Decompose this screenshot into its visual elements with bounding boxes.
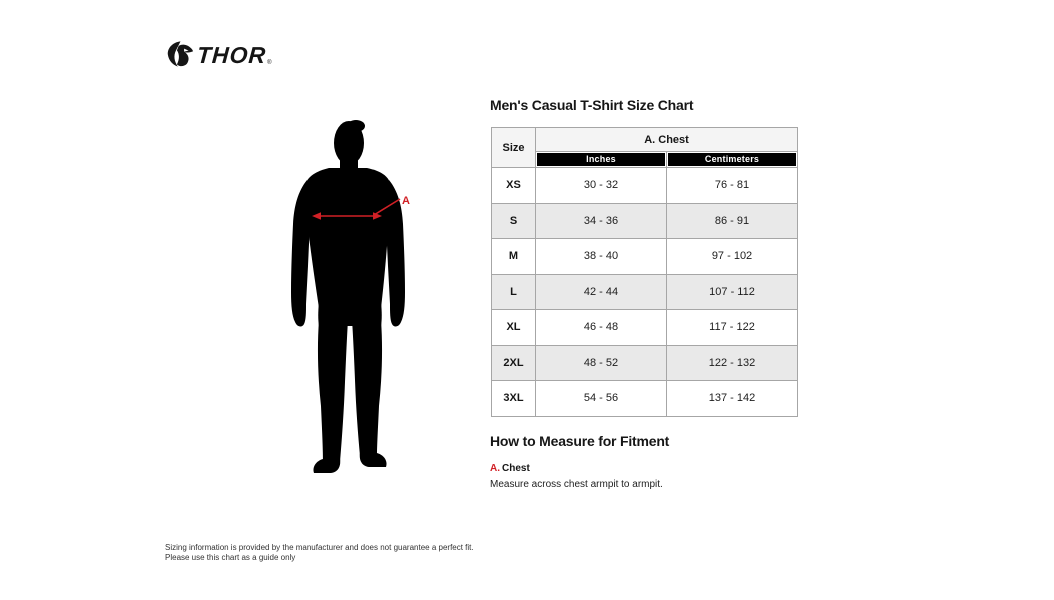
how-to-measure-section: How to Measure for Fitment A. Chest Measu… — [490, 433, 810, 490]
column-header-chest: A. Chest — [535, 127, 798, 152]
thor-goat-icon — [167, 41, 194, 67]
measure-item-description: Measure across chest armpit to armpit. — [490, 479, 663, 490]
centimeters-value: 117 - 122 — [666, 309, 798, 346]
column-header-size: Size — [491, 127, 536, 168]
silhouette-left-leg — [317, 320, 348, 462]
registered-trademark-mark: ® — [267, 60, 272, 66]
table-row: 2XL 48 - 52 122 - 132 — [491, 344, 798, 381]
centimeters-value: 86 - 91 — [666, 202, 798, 239]
column-header-centimeters: Centimeters — [666, 151, 798, 168]
inches-value: 42 - 44 — [535, 273, 667, 310]
inches-value: 46 - 48 — [535, 309, 667, 346]
size-label: 3XL — [491, 380, 536, 417]
size-label: L — [491, 273, 536, 310]
centimeters-value: 107 - 112 — [666, 273, 798, 310]
body-silhouette: A — [291, 120, 410, 473]
table-row: XL 46 - 48 117 - 122 — [491, 309, 798, 346]
disclaimer: Sizing information is provided by the ma… — [165, 543, 474, 563]
brand-logo: THOR ® — [167, 41, 272, 68]
centimeters-value: 122 - 132 — [666, 344, 798, 381]
inches-value: 30 - 32 — [535, 167, 667, 204]
measure-item-key: A. — [490, 463, 500, 474]
silhouette-right-arm — [384, 180, 405, 327]
disclaimer-line-2: Please use this chart as a guide only — [165, 553, 296, 562]
inches-value: 34 - 36 — [535, 202, 667, 239]
silhouette-right-leg — [352, 320, 383, 456]
table-row: S 34 - 36 86 - 91 — [491, 202, 798, 239]
size-chart-title: Men's Casual T-Shirt Size Chart — [490, 97, 694, 113]
silhouette-head — [334, 121, 364, 165]
centimeters-value: 137 - 142 — [666, 380, 798, 417]
chest-measurement-annotation — [312, 198, 401, 220]
measurement-label-a: A — [402, 195, 410, 207]
size-label: XL — [491, 309, 536, 346]
measure-item-chest: A. Chest Measure across chest armpit to a… — [490, 458, 810, 490]
table-row: XS 30 - 32 76 - 81 — [491, 167, 798, 204]
size-label: XS — [491, 167, 536, 204]
inches-value: 38 - 40 — [535, 238, 667, 275]
inches-value: 54 - 56 — [535, 380, 667, 417]
brand-logo-text: THOR — [196, 42, 268, 68]
table-row: L 42 - 44 107 - 112 — [491, 273, 798, 310]
size-chart-table: Size A. Chest Inches Centimeters XS 30 -… — [491, 127, 798, 417]
silhouette-torso — [305, 168, 391, 308]
disclaimer-line-1: Sizing information is provided by the ma… — [165, 543, 474, 552]
table-row: M 38 - 40 97 - 102 — [491, 238, 798, 275]
centimeters-value: 97 - 102 — [666, 238, 798, 275]
measurement-figure: A — [283, 116, 428, 482]
centimeters-value: 76 - 81 — [666, 167, 798, 204]
column-header-inches: Inches — [535, 151, 667, 168]
silhouette-left-arm — [291, 180, 312, 327]
measure-item-heading: A. Chest — [490, 458, 810, 476]
how-to-measure-title: How to Measure for Fitment — [490, 433, 670, 449]
size-label: M — [491, 238, 536, 275]
measure-item-name: Chest — [502, 463, 530, 474]
inches-value: 48 - 52 — [535, 344, 667, 381]
size-label: 2XL — [491, 344, 536, 381]
size-label: S — [491, 202, 536, 239]
table-row: 3XL 54 - 56 137 - 142 — [491, 380, 798, 417]
